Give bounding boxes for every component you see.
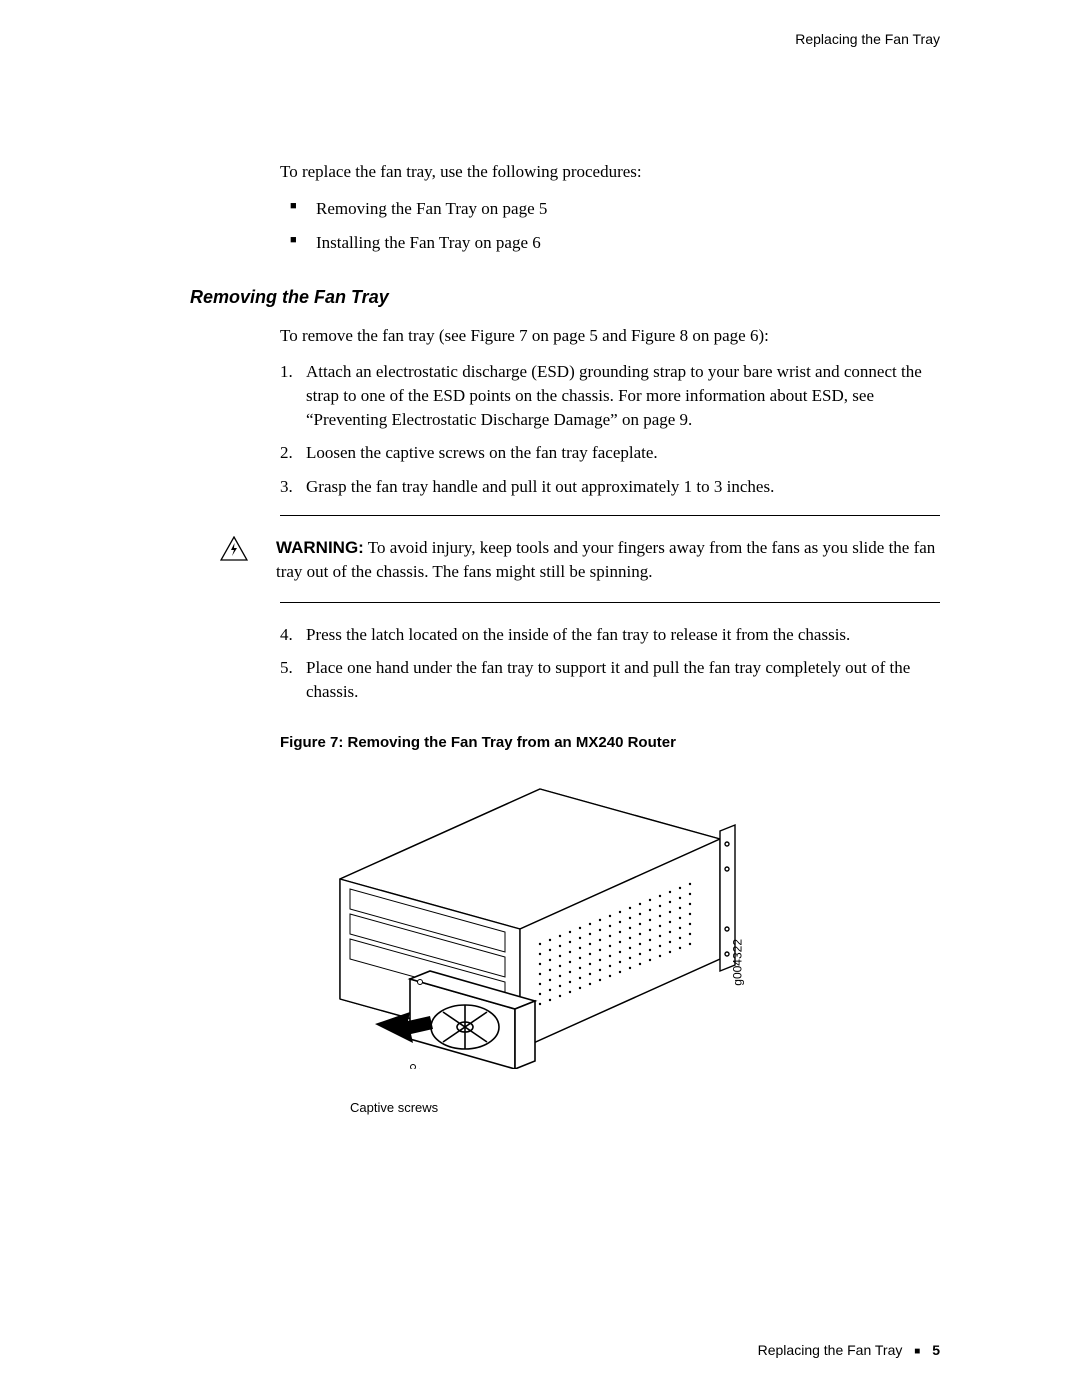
step-number: 3. [280, 475, 293, 499]
step-number: 1. [280, 360, 293, 384]
warning-text: WARNING: To avoid injury, keep tools and… [276, 536, 940, 584]
step-text: Grasp the fan tray handle and pull it ou… [306, 477, 774, 496]
page-footer: Replacing the Fan Tray ■ 5 [758, 1341, 940, 1361]
section-lead: To remove the fan tray (see Figure 7 on … [280, 324, 940, 348]
step-number: 5. [280, 656, 293, 680]
running-header: Replacing the Fan Tray [190, 30, 940, 50]
step-item: 4. Press the latch located on the inside… [280, 623, 940, 647]
footer-page-number: 5 [932, 1342, 940, 1358]
step-item: 1. Attach an electrostatic discharge (ES… [280, 360, 940, 431]
content-body: To replace the fan tray, use the followi… [280, 160, 940, 255]
step-number: 2. [280, 441, 293, 465]
steps-list-1: 1. Attach an electrostatic discharge (ES… [280, 360, 940, 499]
section-body: To remove the fan tray (see Figure 7 on … [280, 324, 940, 1139]
bullet-item: Removing the Fan Tray on page 5 [290, 197, 940, 221]
step-item: 3. Grasp the fan tray handle and pull it… [280, 475, 940, 499]
step-text: Loosen the captive screws on the fan tra… [306, 443, 658, 462]
electric-warning-icon [220, 536, 248, 584]
intro-text: To replace the fan tray, use the followi… [280, 160, 940, 184]
page: Replacing the Fan Tray To replace the fa… [0, 0, 1080, 1397]
step-item: 5. Place one hand under the fan tray to … [280, 656, 940, 704]
bullet-item: Installing the Fan Tray on page 6 [290, 231, 940, 255]
figure-illustration [280, 769, 740, 1069]
steps-list-2: 4. Press the latch located on the inside… [280, 623, 940, 704]
figure-illustration-id: g004322 [730, 939, 747, 986]
step-text: Place one hand under the fan tray to sup… [306, 658, 910, 701]
section-heading: Removing the Fan Tray [190, 285, 940, 310]
warning-label: WARNING: [276, 538, 364, 557]
step-item: 2. Loosen the captive screws on the fan … [280, 441, 940, 465]
figure-callout-captive-screws: Captive screws [350, 1099, 438, 1117]
step-number: 4. [280, 623, 293, 647]
warning-block: WARNING: To avoid injury, keep tools and… [280, 515, 940, 603]
figure-container: Captive screws g004322 [280, 769, 940, 1139]
step-text: Press the latch located on the inside of… [306, 625, 850, 644]
figure-caption: Figure 7: Removing the Fan Tray from an … [280, 732, 940, 753]
footer-separator-icon: ■ [914, 1346, 920, 1357]
step-text: Attach an electrostatic discharge (ESD) … [306, 362, 922, 429]
warning-body: To avoid injury, keep tools and your fin… [276, 538, 935, 581]
intro-bullet-list: Removing the Fan Tray on page 5 Installi… [290, 197, 940, 255]
footer-section: Replacing the Fan Tray [758, 1342, 903, 1358]
